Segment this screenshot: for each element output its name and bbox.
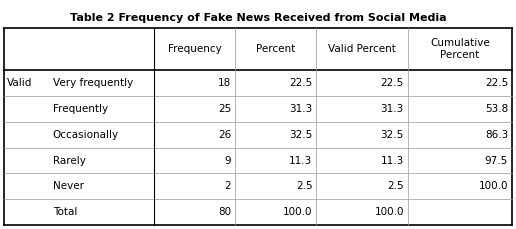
Text: 26: 26	[218, 130, 231, 140]
Text: Percent: Percent	[256, 44, 295, 54]
Text: 22.5: 22.5	[485, 78, 508, 88]
Text: Occasionally: Occasionally	[53, 130, 119, 140]
Text: 97.5: 97.5	[485, 155, 508, 166]
Text: 32.5: 32.5	[289, 130, 312, 140]
Text: Frequently: Frequently	[53, 104, 108, 114]
Text: Never: Never	[53, 181, 84, 191]
Text: 86.3: 86.3	[485, 130, 508, 140]
Text: 22.5: 22.5	[381, 78, 404, 88]
Text: 2.5: 2.5	[296, 181, 312, 191]
Text: Rarely: Rarely	[53, 155, 86, 166]
Text: Very frequently: Very frequently	[53, 78, 133, 88]
Text: 9: 9	[224, 155, 231, 166]
Text: 80: 80	[218, 207, 231, 217]
Text: 11.3: 11.3	[381, 155, 404, 166]
Text: 25: 25	[218, 104, 231, 114]
Text: 100.0: 100.0	[478, 181, 508, 191]
Text: Frequency: Frequency	[168, 44, 221, 54]
Text: Table 2 Frequency of Fake News Received from Social Media: Table 2 Frequency of Fake News Received …	[70, 13, 446, 23]
Text: 2: 2	[224, 181, 231, 191]
Text: 11.3: 11.3	[289, 155, 312, 166]
Text: 100.0: 100.0	[375, 207, 404, 217]
Text: 100.0: 100.0	[283, 207, 312, 217]
Text: 18: 18	[218, 78, 231, 88]
Text: Total: Total	[53, 207, 77, 217]
Text: 32.5: 32.5	[381, 130, 404, 140]
Text: Valid: Valid	[7, 78, 33, 88]
Text: Valid Percent: Valid Percent	[328, 44, 396, 54]
Text: 2.5: 2.5	[387, 181, 404, 191]
Text: Cumulative
Percent: Cumulative Percent	[430, 38, 490, 60]
Text: 53.8: 53.8	[485, 104, 508, 114]
Text: 31.3: 31.3	[289, 104, 312, 114]
Text: 31.3: 31.3	[381, 104, 404, 114]
Text: 22.5: 22.5	[289, 78, 312, 88]
